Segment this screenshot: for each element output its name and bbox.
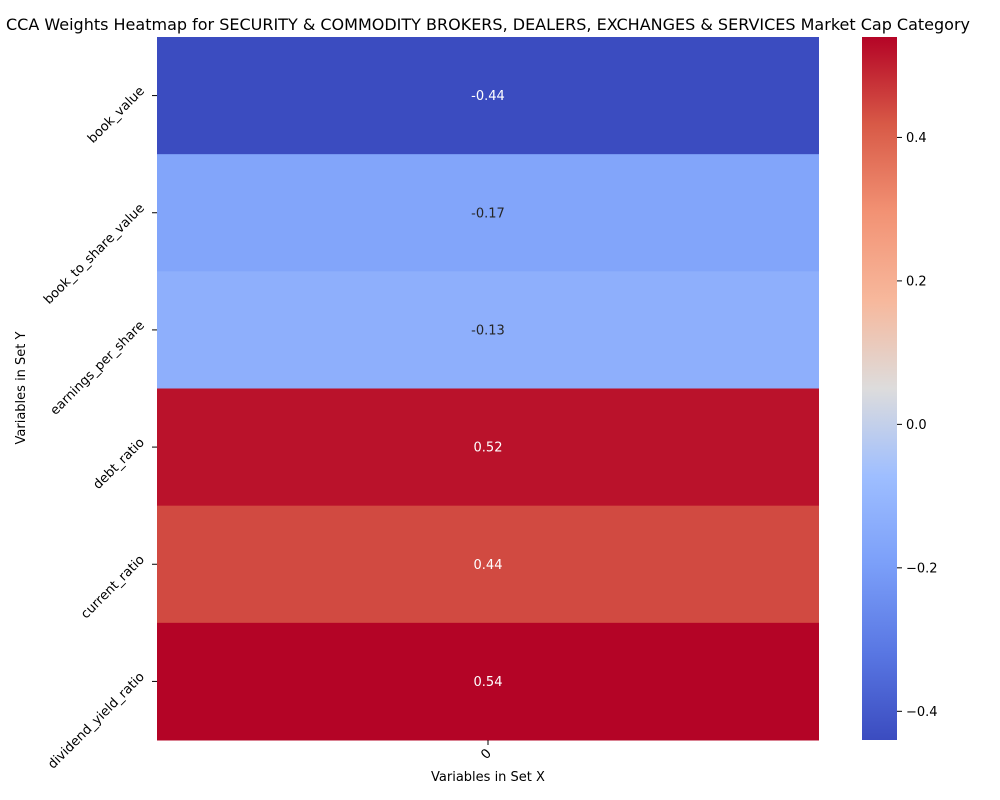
colorbar-tick-label: 0.2 [906, 274, 927, 289]
colorbar: −0.4 −0.2 0.0 0.2 0.4 [862, 37, 938, 740]
x-axis-label: Variables in Set X [431, 770, 545, 785]
heatmap-cell [157, 37, 819, 155]
colorbar-tick-label: 0.0 [906, 418, 927, 433]
heatmap-cell [157, 505, 819, 624]
cell-value-label: -0.17 [471, 206, 505, 221]
y-axis-ticks: book_value book_to_share_valueearnings_pe… [41, 84, 157, 772]
colorbar-tick-label: −0.4 [906, 705, 938, 720]
y-tick-label: debt_ratio [90, 435, 147, 492]
x-axis-ticks: 0 [478, 740, 495, 763]
chart-title: CCA Weights Heatmap for SECURITY & COMMO… [6, 15, 970, 34]
cell-value-label: -0.13 [471, 323, 505, 338]
colorbar-tick-label: 0.4 [906, 131, 927, 146]
heatmap-cells: -0.44 -0.17 -0.13 0.52 0.44 0.54 [157, 37, 819, 741]
x-tick-label: 0 [478, 746, 494, 762]
cell-value-label: 0.54 [474, 675, 503, 690]
heatmap-cell [157, 388, 819, 507]
y-tick-label: dividend_yield_ratio [45, 670, 148, 773]
colorbar-ticks: −0.4 −0.2 0.0 0.2 0.4 [897, 131, 938, 720]
y-tick-label: current_ratio [78, 552, 148, 622]
cell-value-label: 0.52 [474, 441, 503, 456]
y-tick-label: book_value [85, 84, 148, 147]
cell-value-label: -0.44 [471, 89, 505, 104]
y-tick-label: book_to_share_value [41, 201, 148, 308]
colorbar-gradient [862, 37, 897, 740]
y-axis-label: Variables in Set Y [14, 331, 29, 444]
cell-value-label: 0.44 [474, 558, 503, 573]
heatmap-cell [157, 622, 819, 741]
heatmap-cell [157, 271, 819, 389]
heatmap-cell [157, 154, 819, 272]
y-tick-label: earnings_per_share [48, 318, 148, 418]
colorbar-tick-label: −0.2 [906, 561, 938, 576]
